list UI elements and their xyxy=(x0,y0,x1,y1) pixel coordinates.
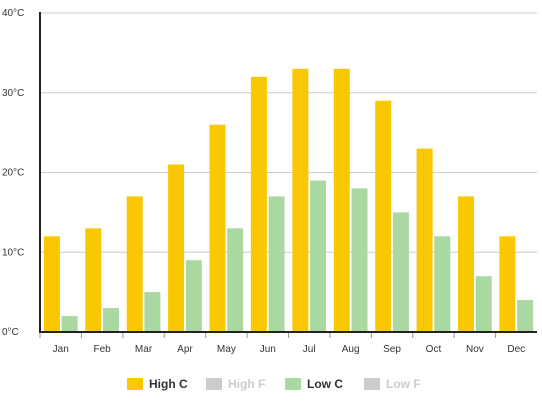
x-tick-label: Feb xyxy=(94,344,112,355)
x-tick-label: Sep xyxy=(383,344,401,355)
y-axis-tick-labels: 0°C 10°C 20°C 30°C 40°C xyxy=(2,8,24,338)
x-tick-label: Jul xyxy=(303,344,316,355)
x-tick-label: Jan xyxy=(53,344,69,355)
bar-high-c-feb[interactable] xyxy=(85,228,102,332)
y-tick-label: 40°C xyxy=(2,8,24,19)
bar-high-c-nov[interactable] xyxy=(458,196,474,332)
bar-low-c-oct[interactable] xyxy=(434,236,451,332)
legend-swatch xyxy=(285,378,301,390)
bar-high-c-mar[interactable] xyxy=(126,196,143,332)
legend-item-low-f[interactable]: Low F xyxy=(364,377,421,391)
x-tick-label: Apr xyxy=(177,344,193,355)
bar-low-c-feb[interactable] xyxy=(103,308,119,332)
bar-low-c-sep[interactable] xyxy=(392,212,409,332)
x-tick-label: May xyxy=(217,344,236,355)
legend-label: High C xyxy=(149,377,188,391)
legend-swatch xyxy=(127,378,143,390)
bars xyxy=(43,68,534,333)
bar-high-c-apr[interactable] xyxy=(168,164,185,333)
gridlines xyxy=(40,12,537,253)
bar-high-c-sep[interactable] xyxy=(375,100,392,332)
legend-item-high-c[interactable]: High C xyxy=(127,377,188,391)
bar-high-c-dec[interactable] xyxy=(499,236,516,332)
x-tick-label: Mar xyxy=(135,344,153,355)
x-tick-label: Aug xyxy=(342,344,360,355)
legend-label: Low F xyxy=(386,377,421,391)
legend-swatch xyxy=(206,378,222,390)
legend-label: Low C xyxy=(307,377,343,391)
legend-label: High F xyxy=(228,377,265,391)
bar-high-c-may[interactable] xyxy=(209,124,226,332)
y-tick-label: 30°C xyxy=(2,88,24,99)
y-tick-label: 10°C xyxy=(2,247,24,258)
y-tick-label: 0°C xyxy=(2,327,19,338)
bar-low-c-jul[interactable] xyxy=(310,180,327,333)
legend-swatch xyxy=(364,378,380,390)
x-tick-label: Dec xyxy=(507,344,525,355)
axes xyxy=(39,12,537,338)
x-tick-label: Jun xyxy=(260,344,276,355)
legend-item-low-c[interactable]: Low C xyxy=(285,377,343,391)
bar-low-c-dec[interactable] xyxy=(517,300,534,332)
bar-low-c-apr[interactable] xyxy=(185,260,202,332)
bar-high-c-jan[interactable] xyxy=(43,236,60,332)
x-tick-label: Nov xyxy=(466,344,484,355)
bar-low-c-may[interactable] xyxy=(227,228,244,332)
y-tick-label: 20°C xyxy=(2,168,24,179)
bar-low-c-aug[interactable] xyxy=(351,188,368,332)
bar-high-c-aug[interactable] xyxy=(333,68,350,333)
x-tick-label: Oct xyxy=(426,344,442,355)
bar-low-c-nov[interactable] xyxy=(475,276,492,332)
legend-item-high-f[interactable]: High F xyxy=(206,377,265,391)
bar-low-c-jan[interactable] xyxy=(61,316,78,332)
bar-low-c-mar[interactable] xyxy=(144,292,161,332)
legend: High C High F Low C Low F xyxy=(127,377,421,391)
bar-high-c-oct[interactable] xyxy=(416,148,433,332)
bar-high-c-jun[interactable] xyxy=(250,76,267,332)
bar-high-c-jul[interactable] xyxy=(292,68,309,333)
x-axis-tick-labels: Jan Feb Mar Apr May Jun Jul Aug Sep Oct Nov Dec xyxy=(53,344,526,355)
bar-low-c-jun[interactable] xyxy=(268,196,285,332)
